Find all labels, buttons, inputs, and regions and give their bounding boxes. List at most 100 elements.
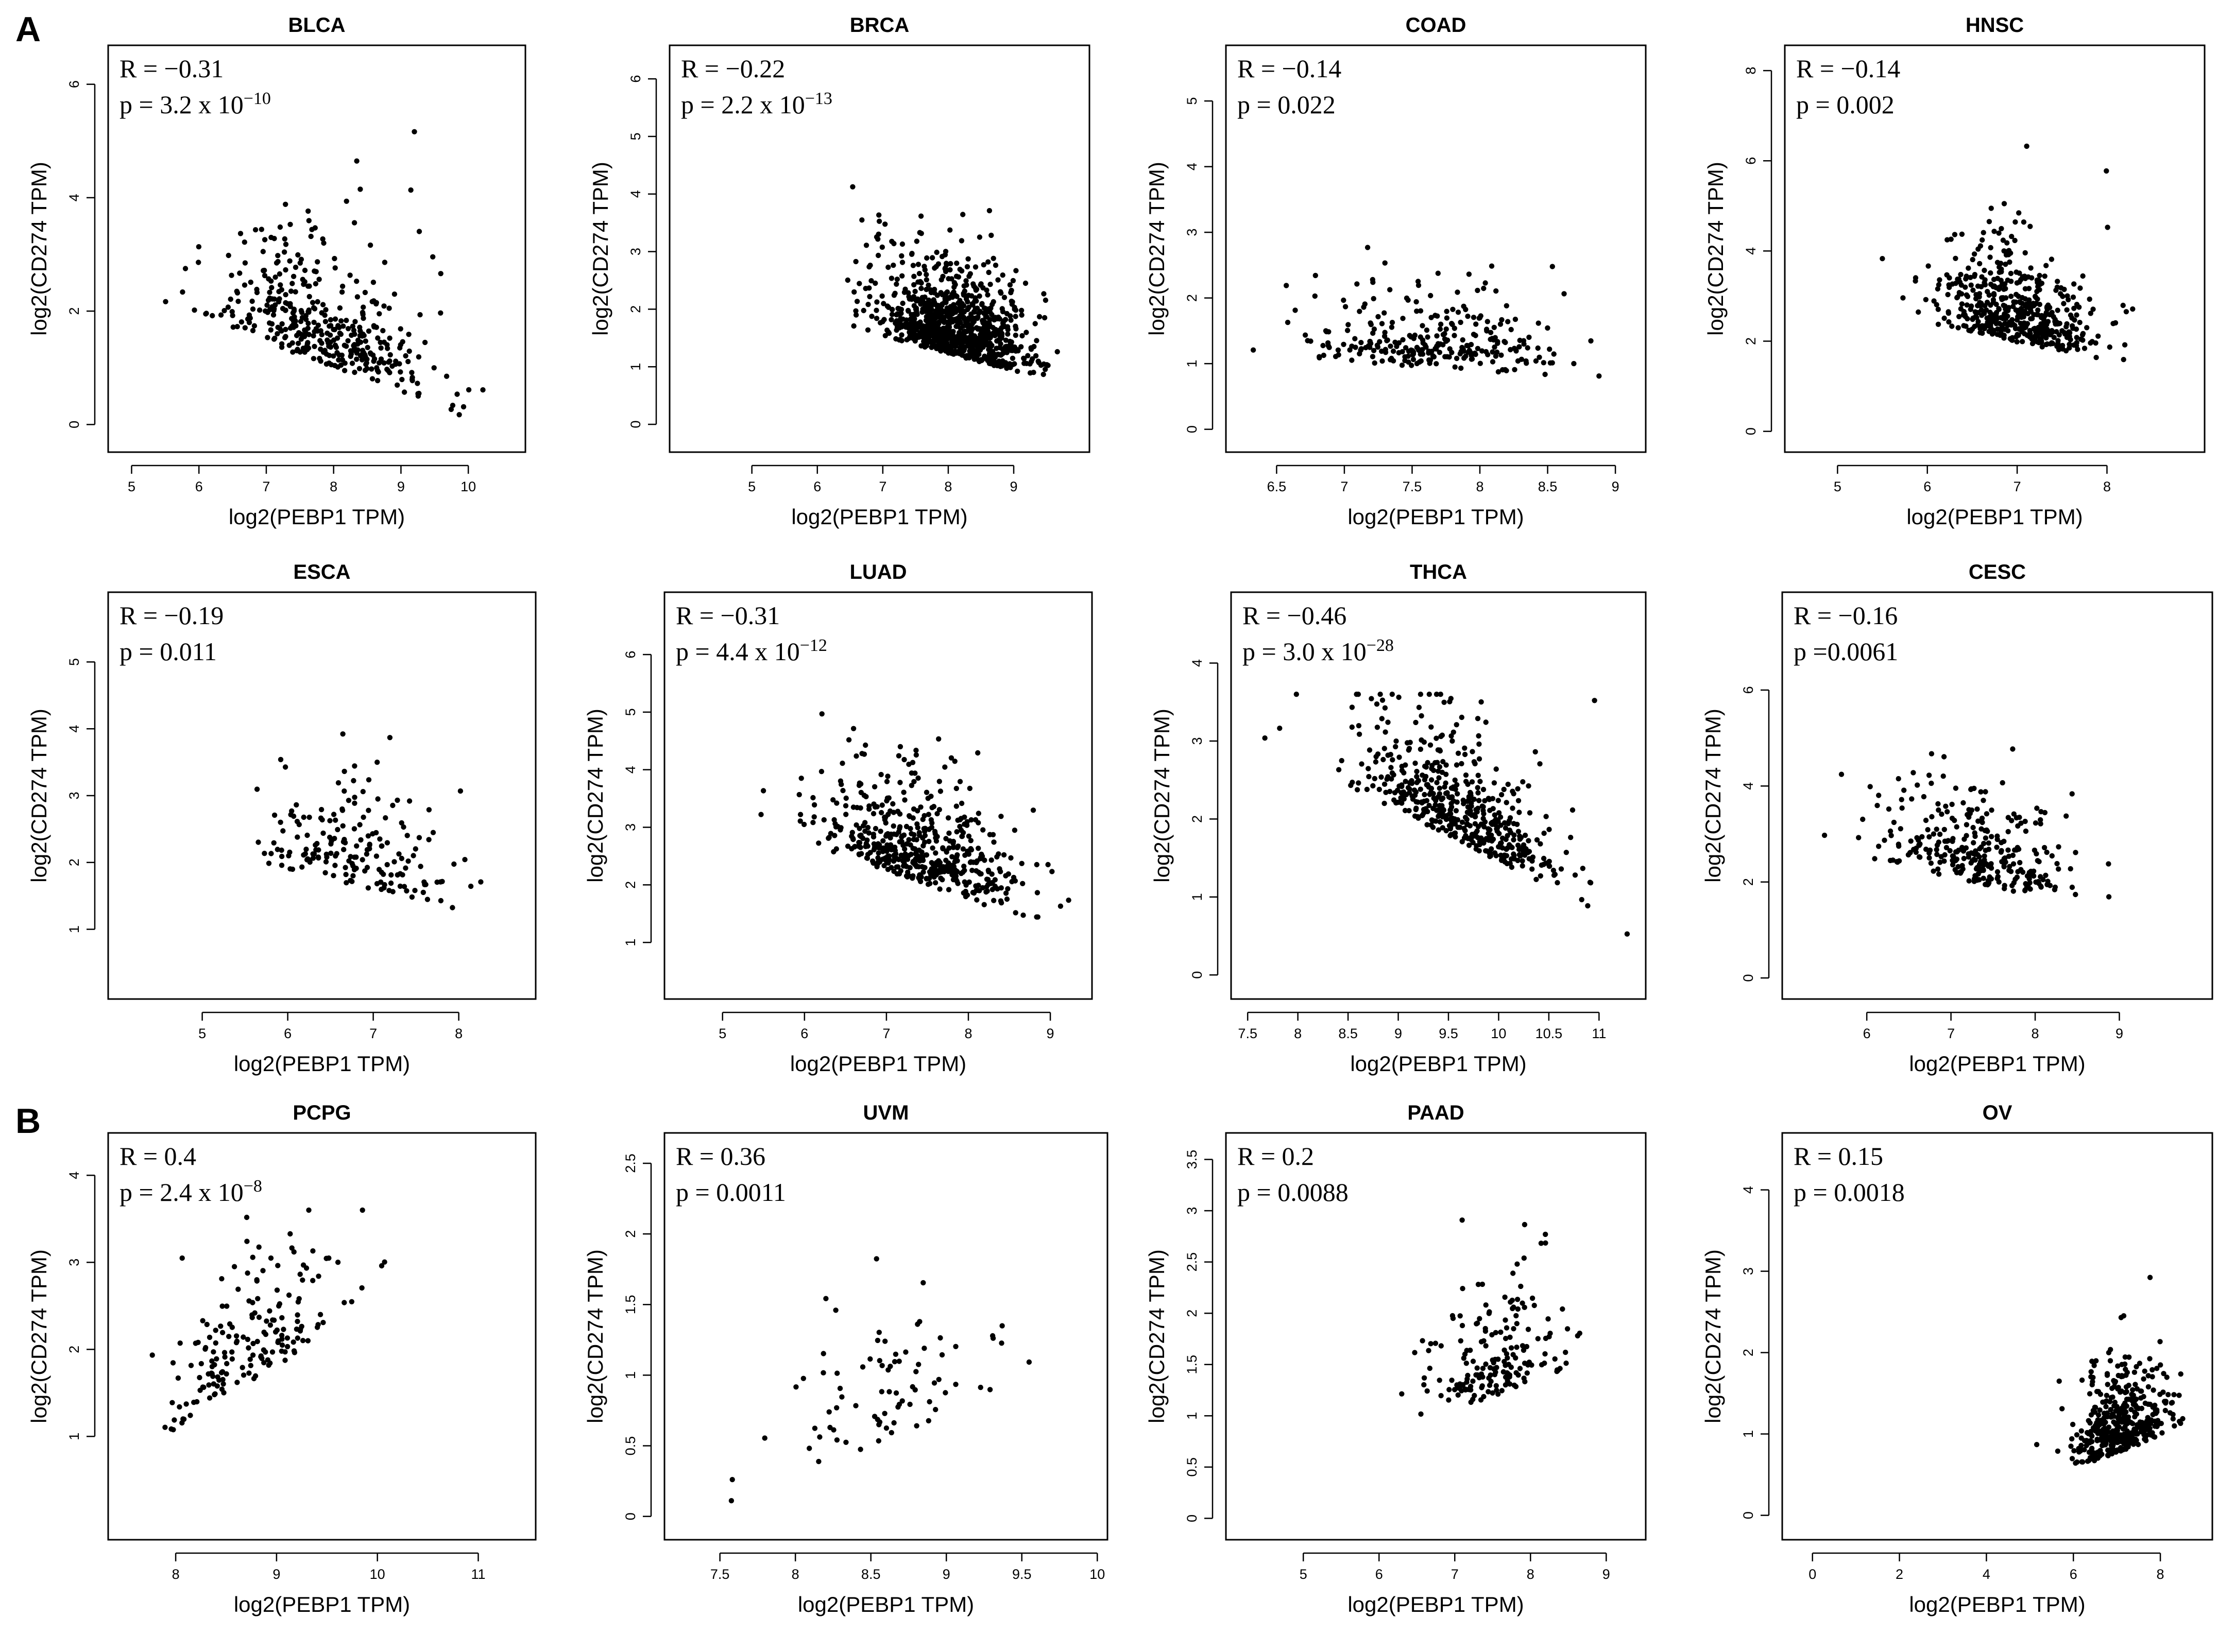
data-point [288,288,294,294]
data-point [1511,856,1517,862]
data-point [2073,343,2079,349]
data-point [1949,801,1955,807]
data-point [1974,322,1981,328]
data-point [1504,1370,1510,1376]
data-point [313,269,319,274]
x-tick-label: 9.5 [1012,1567,1032,1582]
data-point [966,292,971,298]
data-point [1994,875,2000,882]
data-point [878,771,884,778]
data-point [928,318,933,323]
data-point [922,813,927,819]
data-point [2171,1392,2177,1398]
data-point [985,292,991,298]
data-point [357,186,363,192]
data-point [2018,820,2024,826]
data-point [261,1329,267,1335]
data-point [1001,852,1007,858]
data-point [821,1351,826,1356]
data-point [1470,1378,1476,1384]
data-point [1312,293,1318,299]
y-tick-label: 1 [628,363,643,371]
data-point [1420,1338,1425,1344]
data-point [279,1315,285,1321]
data-point [257,307,263,313]
data-point [919,295,925,300]
plot-frame [663,591,1093,1000]
x-tick-label: 5 [128,479,135,494]
data-point [2014,339,2020,345]
data-point [968,311,974,317]
data-point [365,345,370,350]
data-point [1478,1339,1485,1345]
data-point [888,831,894,837]
data-point [876,850,881,856]
data-point [936,807,943,813]
data-point [369,299,375,304]
data-point [914,238,920,244]
data-point [286,853,292,859]
data-point [913,298,919,303]
data-point [339,806,345,812]
data-point [959,238,965,244]
data-point [1508,830,1513,835]
data-point [256,1314,262,1320]
x-tick-label: 7 [1340,479,1348,494]
data-point [1042,315,1048,321]
data-point [986,347,992,352]
data-point [367,350,373,356]
data-point [985,259,991,265]
data-point [901,858,907,864]
y-tick-label: 1 [623,939,638,947]
data-point [1447,807,1453,813]
data-point [1385,752,1391,758]
data-point [1003,890,1009,896]
data-point [1899,805,1905,811]
data-point [1982,857,1987,863]
plot-frame [1225,44,1647,453]
data-point [2145,1415,2151,1420]
data-point [339,352,345,358]
data-point [367,242,373,248]
data-point [1428,777,1435,783]
data-point [416,390,422,397]
data-point [283,242,289,247]
data-point [1944,272,1950,278]
y-tick-label: 3 [66,1259,82,1266]
data-point [1038,363,1044,368]
data-point [256,1244,262,1250]
data-point [354,356,360,362]
data-point [1018,344,1024,350]
data-point [897,780,903,785]
data-point [332,363,338,368]
data-point [1451,798,1457,804]
data-point [1491,1366,1497,1372]
data-point [1379,321,1385,326]
data-point [1988,876,1994,882]
data-point [2073,1460,2078,1466]
data-point [240,1365,245,1370]
data-point [1005,331,1011,337]
data-point [1424,822,1430,828]
data-point [305,1338,311,1344]
data-point [361,814,366,820]
data-point [434,879,440,885]
data-point [979,851,984,857]
data-point [403,353,408,359]
data-point [1969,807,1975,813]
data-point [188,1363,194,1368]
plot-frame [1781,591,2213,1000]
data-point [909,783,915,788]
data-point [2093,355,2099,360]
data-point [943,1390,948,1396]
points [728,1256,1032,1504]
data-point [1943,803,1949,809]
panel-letter-b: B [15,1102,41,1141]
data-point [214,1356,219,1362]
data-point [960,342,965,348]
data-point [891,868,897,874]
data-point [892,290,898,296]
data-point [2034,312,2039,317]
